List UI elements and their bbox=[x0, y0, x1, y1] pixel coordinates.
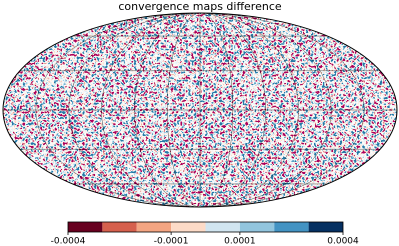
map-border bbox=[2, 12, 398, 208]
colorbar-bin bbox=[205, 222, 240, 232]
colorbar-tick-label: -0.0001 bbox=[154, 237, 189, 246]
colorbar-tick-label: -0.0004 bbox=[51, 237, 86, 246]
colorbar-bin bbox=[239, 222, 275, 232]
colorbar-tick-label: 0.0001 bbox=[224, 237, 256, 246]
colorbar-tick-label: 0.0004 bbox=[327, 237, 359, 246]
colorbar-bin bbox=[102, 222, 137, 232]
colorbar: -0.0004 -0.0001 0.0001 0.0004 bbox=[51, 221, 359, 246]
chart-title: convergence maps difference bbox=[118, 0, 282, 13]
colorbar-bin bbox=[171, 222, 206, 232]
graticule bbox=[3, 13, 397, 207]
colorbar-frame bbox=[67, 221, 344, 233]
colorbar-bin bbox=[68, 222, 103, 232]
colorbar-bin bbox=[136, 222, 172, 232]
colorbar-bin bbox=[308, 222, 343, 232]
colorbar-bin bbox=[274, 222, 309, 232]
